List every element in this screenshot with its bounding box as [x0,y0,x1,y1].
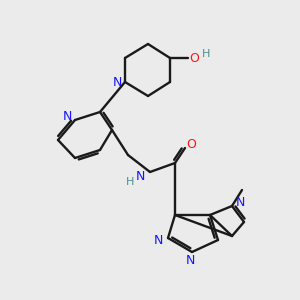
Text: N: N [112,76,122,88]
Text: O: O [186,137,196,151]
Text: N: N [153,233,163,247]
Text: N: N [235,196,245,209]
Text: N: N [135,169,145,182]
Text: H: H [202,49,210,59]
Text: H: H [126,177,134,187]
Text: N: N [62,110,72,124]
Text: O: O [189,52,199,64]
Text: N: N [185,254,195,268]
